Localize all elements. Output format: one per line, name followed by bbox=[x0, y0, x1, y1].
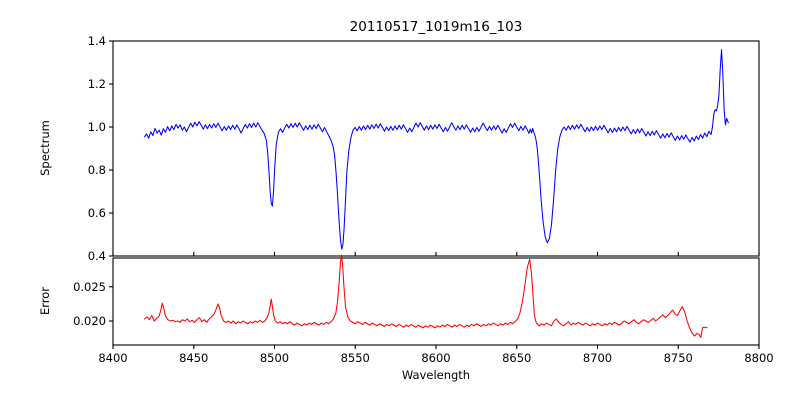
error-x-ticks: 8400 8450 8500 8550 8600 8650 8700 8750 8800 bbox=[98, 345, 774, 365]
x-tick-label: 8700 bbox=[583, 351, 612, 365]
error-y-tick-label: 0.025 bbox=[73, 280, 106, 294]
x-axis-label: Wavelength bbox=[402, 368, 470, 382]
x-tick-label: 8550 bbox=[341, 351, 370, 365]
spectrum-y-tick-label: 0.8 bbox=[88, 163, 106, 177]
x-tick-label: 8500 bbox=[260, 351, 289, 365]
page-title: 20110517_1019m16_103 bbox=[350, 19, 523, 35]
error-data-line bbox=[143, 254, 708, 338]
spectrum-y-tick-label: 1.4 bbox=[88, 34, 106, 48]
spectrum-y-tick-label: 1.0 bbox=[88, 120, 106, 134]
x-tick-label: 8450 bbox=[179, 351, 208, 365]
spectrum-y-tick-label: 1.2 bbox=[88, 77, 106, 91]
spectrum-y-tick-label: 0.6 bbox=[88, 206, 106, 220]
x-tick-label: 8650 bbox=[502, 351, 531, 365]
x-tick-label: 8750 bbox=[664, 351, 693, 365]
error-y-axis-label: Error bbox=[38, 287, 52, 315]
x-tick-label: 8600 bbox=[421, 351, 450, 365]
spectrum-y-tick-label: 0.4 bbox=[88, 249, 106, 263]
error-y-ticks: 0.020 0.025 bbox=[73, 280, 113, 328]
spectrum-panel: 0.4 0.6 0.8 1.0 1.2 1.4 Spectrum bbox=[38, 34, 760, 263]
spectrum-y-axis-label: Spectrum bbox=[38, 120, 52, 176]
spectrum-x-ticks bbox=[112, 252, 760, 256]
error-y-tick-label: 0.020 bbox=[73, 314, 106, 328]
x-tick-label: 8400 bbox=[98, 351, 127, 365]
spectrum-data-line bbox=[143, 49, 729, 250]
spectrum-y-ticks: 0.4 0.6 0.8 1.0 1.2 1.4 bbox=[88, 34, 113, 263]
x-tick-label: 8800 bbox=[744, 351, 773, 365]
